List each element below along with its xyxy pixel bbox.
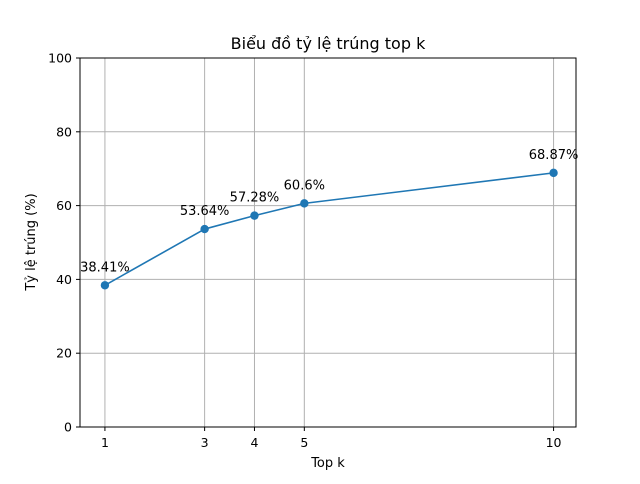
y-tick-label: 0 [64, 420, 72, 435]
chart-title: Biểu đồ tỷ lệ trúng top k [231, 34, 426, 53]
y-tick-label: 100 [48, 51, 72, 66]
data-point-label: 38.41% [80, 260, 130, 275]
x-tick-label: 4 [250, 435, 258, 450]
data-point-label: 68.87% [529, 148, 579, 163]
x-tick-label: 1 [101, 435, 109, 450]
series-line [104, 172, 554, 286]
x-tick-label: 10 [546, 435, 562, 450]
y-tick-label: 40 [56, 272, 72, 287]
y-tick-label: 60 [56, 198, 72, 213]
grid-layer [80, 57, 576, 428]
plot-area-frame [79, 57, 577, 428]
y-tick-label: 20 [56, 346, 72, 361]
x-tick-label: 5 [300, 435, 308, 450]
x-axis-label: Top k [310, 456, 345, 471]
data-point-label: 60.6% [284, 178, 325, 193]
data-point-label: 57.28% [230, 191, 280, 206]
data-point-label: 53.64% [180, 204, 230, 219]
y-tick-label: 80 [56, 124, 72, 139]
x-tick-label: 3 [201, 435, 209, 450]
y-axis-label: Tỷ lệ trúng (%) [24, 193, 39, 291]
data-label-layer: 38.41% 53.64%57.28% 60.6% 68.87% [80, 148, 578, 275]
data-point-marker [549, 168, 558, 178]
data-point-marker [200, 224, 209, 234]
data-point-marker [100, 281, 110, 290]
data-point-marker [300, 199, 309, 208]
data-point-marker [250, 211, 259, 220]
series-layer [100, 168, 558, 290]
